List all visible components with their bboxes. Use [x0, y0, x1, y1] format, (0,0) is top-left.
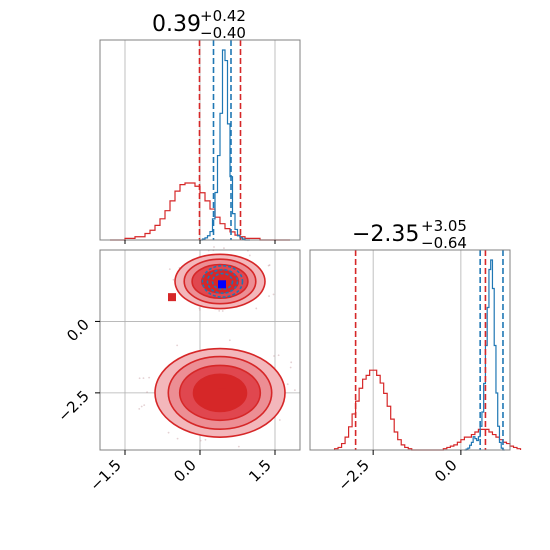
joint-scatter-point	[255, 307, 258, 310]
param1-red-histogram	[110, 182, 290, 241]
joint-scatter-point	[213, 246, 215, 248]
param2-title-plus: +3.05	[421, 217, 467, 235]
joint-red-marker	[218, 388, 226, 397]
joint-markers	[168, 280, 226, 397]
joint-scatter-point	[278, 419, 281, 421]
x-tick-label: −1.5	[86, 456, 124, 494]
joint-scatter-point	[237, 445, 240, 448]
param1-title-minus: −0.40	[200, 24, 246, 42]
joint-scatter-point	[167, 431, 170, 434]
joint-scatter-point	[142, 377, 145, 380]
joint-scatter-point	[199, 439, 202, 442]
joint-blue-contour	[201, 264, 244, 298]
joint-blue-contour	[206, 268, 239, 295]
joint-scatter-point	[176, 344, 179, 347]
joint-scatter-point	[172, 278, 175, 281]
x-tick-label: 0.0	[431, 456, 461, 486]
joint-scatter-point	[290, 361, 293, 364]
joint-scatter-point	[277, 354, 280, 357]
x-tick-label: 1.5	[245, 456, 275, 486]
joint-scatter-point	[148, 376, 151, 379]
joint-scatter-point	[268, 295, 270, 297]
param2-marginal-grid	[372, 250, 462, 450]
joint-scatter-point	[273, 355, 275, 357]
joint-scatter-point	[268, 264, 271, 266]
param2-marginal-frame	[309, 249, 511, 451]
joint-scatter-point	[146, 391, 148, 394]
joint-scatter-point	[204, 438, 207, 441]
param2-marginal-panel	[309, 249, 522, 451]
joint-scatter-point	[138, 377, 141, 380]
param1-title-median: 0.39	[152, 12, 201, 37]
param2-title-minus: −0.64	[421, 234, 467, 252]
param1-quantile-lines	[198, 40, 242, 240]
joint-panel	[99, 246, 301, 451]
joint-scatter-point	[289, 366, 292, 369]
joint-blue-marker	[218, 280, 226, 289]
param2-title-median: −2.35	[352, 222, 419, 247]
joint-scatter-point	[248, 254, 251, 257]
param2-blue-histogram	[464, 259, 505, 451]
param1-blue-histogram	[200, 49, 250, 241]
joint-scatter-point	[221, 310, 224, 312]
x-tick-label: 0.0	[170, 456, 200, 486]
joint-red-marker	[168, 293, 176, 302]
joint-scatter-point	[286, 383, 289, 386]
param1-title: 0.39 +0.42 −0.40	[152, 7, 246, 42]
param1-title-plus: +0.42	[200, 7, 246, 25]
param2-quantile-lines	[354, 250, 504, 450]
joint-scatter-point	[198, 309, 201, 311]
param1-marginal-panel	[99, 39, 301, 241]
joint-scatter-point	[272, 293, 275, 296]
joint-scatter-point	[138, 407, 141, 410]
joint-scatter-point	[140, 405, 143, 408]
x-tick-label: −2.5	[334, 456, 372, 494]
joint-scatter-point	[228, 339, 231, 342]
joint-scatter-point	[293, 389, 296, 392]
joint-blue-contour	[211, 272, 234, 291]
joint-scatter-point	[218, 309, 221, 312]
param2-title: −2.35 +3.05 −0.64	[352, 217, 467, 252]
joint-blue-contours	[201, 264, 244, 298]
y-tick-label: −2.5	[54, 387, 92, 425]
joint-scatter-point	[223, 247, 225, 250]
joint-scatter-point	[198, 307, 201, 310]
joint-scatter-point	[168, 268, 171, 271]
y-tick-label: 0.0	[63, 316, 93, 346]
joint-scatter-point	[176, 437, 179, 440]
param2-red-histogram	[333, 369, 522, 451]
joint-scatter-point	[143, 404, 146, 407]
